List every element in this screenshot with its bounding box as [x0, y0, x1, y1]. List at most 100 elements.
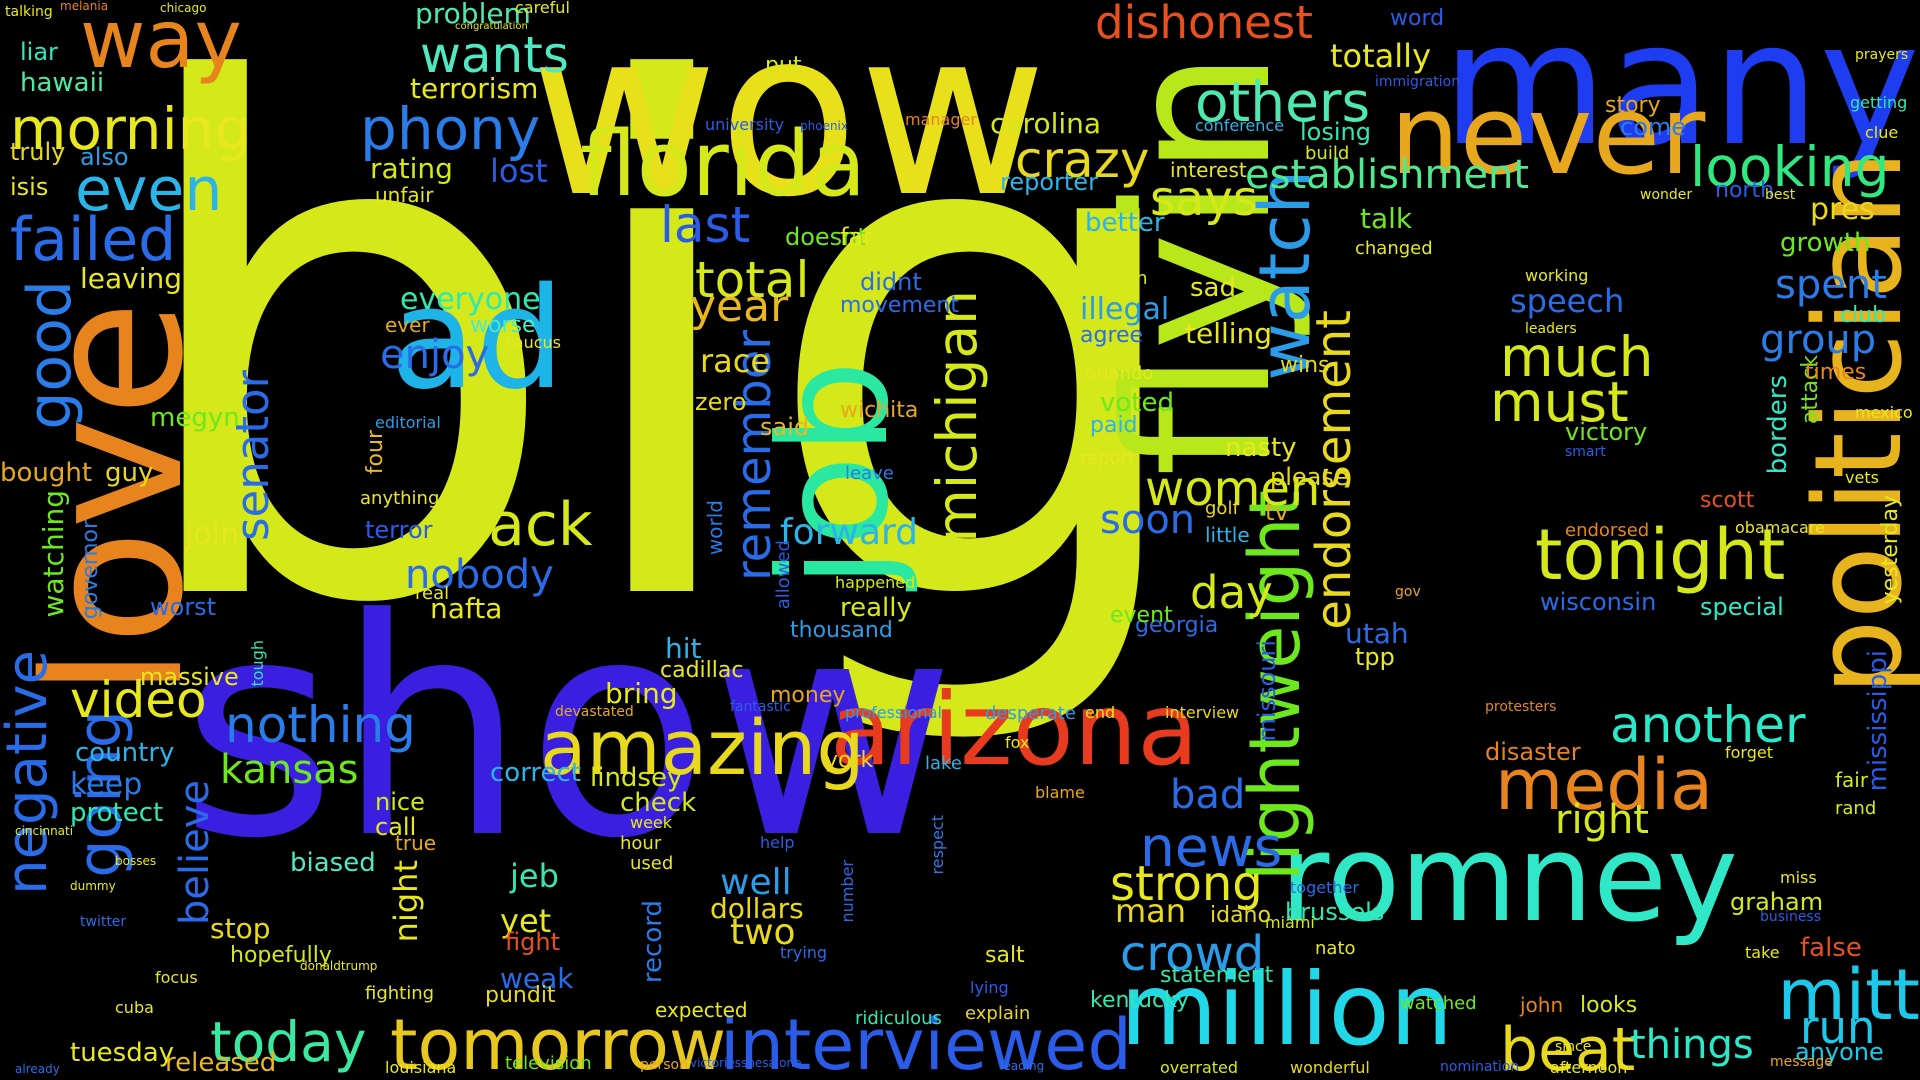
cloud-word-york: york — [825, 748, 874, 773]
cloud-word-rating: rating — [370, 152, 453, 185]
cloud-word-together: together — [1290, 878, 1359, 897]
cloud-word-record: record — [638, 900, 668, 984]
cloud-word-fox: fox — [1005, 733, 1030, 752]
cloud-word-hit: hit — [665, 632, 702, 665]
cloud-word-back: back — [450, 490, 593, 560]
cloud-word-stop: stop — [210, 912, 271, 945]
cloud-word-wonderful: wonderful — [1290, 1058, 1370, 1077]
cloud-word-biased: biased — [290, 848, 376, 878]
cloud-word-crazy: crazy — [1015, 131, 1150, 189]
cloud-word-problem: problem — [415, 0, 531, 30]
cloud-word-hawaii: hawaii — [20, 68, 105, 98]
cloud-word-endorsed: endorsed — [1565, 520, 1650, 541]
cloud-word-person: person — [640, 1057, 688, 1073]
cloud-word-ridiculous: ridiculous — [855, 1008, 942, 1029]
cloud-word-hour: hour — [620, 833, 662, 854]
cloud-word-ad: ad — [390, 258, 565, 421]
cloud-word-totally: totally — [1330, 37, 1431, 75]
cloud-word-thousand: thousand — [790, 618, 893, 643]
cloud-word-brussels: brussels — [1285, 898, 1385, 926]
cloud-word-looking: looking — [1690, 135, 1890, 199]
cloud-word-talking: talking — [5, 4, 53, 20]
cloud-word-real: real — [415, 583, 450, 604]
cloud-word-event: event — [1110, 603, 1173, 628]
cloud-word-arizona: arizona — [830, 671, 1199, 788]
cloud-word-worst: worst — [150, 593, 217, 621]
cloud-word-immigration: immigration — [1375, 74, 1461, 90]
cloud-word-little: little — [1205, 523, 1250, 547]
cloud-word-nasty: nasty — [1225, 433, 1297, 463]
cloud-word-must: must — [1490, 370, 1629, 434]
cloud-word-correct: correct — [490, 758, 582, 788]
cloud-word-tuesday: tuesday — [70, 1038, 175, 1068]
cloud-word-run: run — [1800, 1001, 1876, 1054]
cloud-word-overrated: overrated — [1160, 1058, 1239, 1077]
cloud-word-race: race — [700, 342, 771, 380]
cloud-word-beat: beat — [1500, 1015, 1636, 1080]
cloud-word-doesnt: doesnt — [785, 223, 867, 251]
cloud-word-failed: failed — [10, 205, 177, 275]
cloud-word-utah: utah — [1345, 617, 1409, 650]
cloud-word-conference: conference — [1195, 116, 1285, 135]
cloud-word-since: since — [1555, 1039, 1592, 1055]
cloud-word-watching: watching — [37, 490, 70, 618]
cloud-word-nice: nice — [375, 788, 425, 816]
cloud-word-media: media — [1495, 744, 1714, 826]
cloud-word-pres: pres — [1810, 192, 1875, 227]
cloud-word-mexico: mexico — [1855, 403, 1913, 422]
cloud-word-business: business — [1760, 909, 1822, 925]
cloud-word-message: message — [1770, 1054, 1833, 1070]
cloud-word-editorial: editorial — [375, 413, 441, 432]
cloud-word-morning: morning — [10, 95, 252, 163]
cloud-word-already: already — [15, 1062, 60, 1076]
cloud-word-money: money — [770, 683, 846, 708]
cloud-word-victory: victory — [1565, 418, 1648, 446]
cloud-word-john: john — [1520, 993, 1564, 1017]
cloud-word-guy: guy — [105, 458, 154, 488]
cloud-word-anyone: anyone — [1795, 1038, 1884, 1066]
cloud-word-movement: movement — [840, 293, 959, 318]
cloud-word-graham: graham — [1730, 888, 1824, 916]
cloud-word-forward: forward — [780, 512, 919, 553]
cloud-word-also: also — [80, 143, 129, 171]
cloud-word-best: best — [1765, 187, 1796, 203]
cloud-word-check: check — [620, 788, 697, 818]
cloud-word-nomination: nomination — [1440, 1059, 1520, 1075]
cloud-word-worse: worse — [470, 313, 536, 338]
cloud-word-donaldtrump: donaldtrump — [300, 959, 378, 973]
cloud-word-didnt: didnt — [860, 268, 922, 296]
cloud-word-used: used — [630, 853, 674, 874]
cloud-word-prayers: prayers — [1855, 47, 1909, 63]
cloud-word-tv: tv — [1265, 498, 1289, 526]
cloud-word-telling: telling — [1185, 317, 1273, 350]
cloud-word-phony: phony — [360, 95, 541, 163]
cloud-word-help: help — [760, 833, 795, 852]
cloud-word-university: university — [705, 115, 785, 134]
cloud-word-paid: paid — [1090, 413, 1138, 438]
cloud-word-interviewed: interviewed — [720, 1004, 1132, 1080]
cloud-word-false: false — [1800, 933, 1862, 963]
cloud-word-yesterday: yesterday — [1878, 495, 1903, 605]
cloud-word-true: true — [395, 831, 437, 855]
cloud-word-things: things — [1630, 1022, 1754, 1068]
cloud-word-club: club — [1840, 303, 1887, 328]
cloud-word-clue: clue — [1865, 123, 1899, 142]
cloud-word-professional: professional — [845, 703, 942, 722]
cloud-word-tough: tough — [248, 640, 267, 687]
cloud-word-statement: statement — [1160, 963, 1274, 988]
cloud-word-establishment: establishment — [1245, 152, 1530, 198]
cloud-word-cadillac: cadillac — [660, 658, 744, 683]
cloud-word-world: world — [703, 500, 727, 556]
cloud-word-others: others — [1195, 70, 1371, 134]
cloud-word-tonight: tonight — [1535, 514, 1786, 596]
cloud-word-amazing: amazing — [540, 703, 865, 792]
cloud-word-georgia: georgia — [1135, 613, 1219, 638]
cloud-word-anything: anything — [360, 488, 440, 509]
cloud-word-night: night — [387, 860, 425, 943]
cloud-word-caucus: caucus — [505, 333, 562, 352]
cloud-word-bring: bring — [605, 677, 678, 710]
cloud-word-news: news — [1140, 815, 1283, 879]
cloud-word-smart: smart — [1565, 444, 1606, 460]
cloud-word-yet: yet — [500, 902, 552, 940]
cloud-word-good: good — [15, 280, 85, 430]
